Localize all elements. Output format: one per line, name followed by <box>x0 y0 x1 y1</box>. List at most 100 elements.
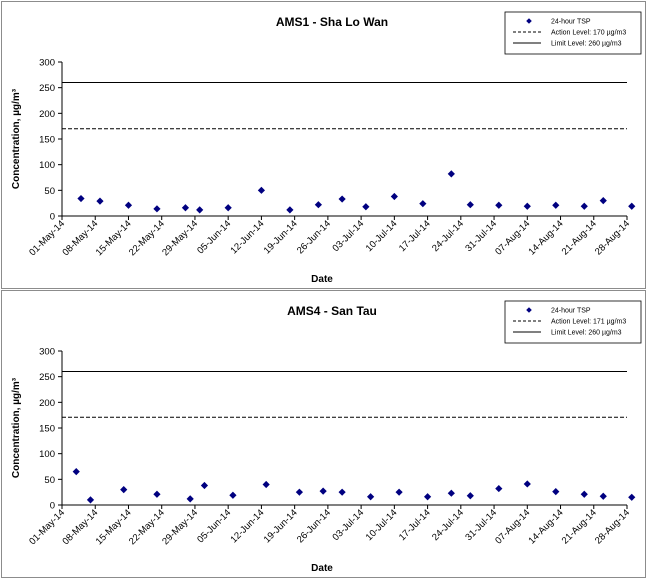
x-tick-label: 21-Aug-14 <box>560 218 599 257</box>
data-point <box>628 202 636 210</box>
x-tick-label: 10-Jul-14 <box>364 507 400 543</box>
x-tick-label: 07-Aug-14 <box>493 507 532 546</box>
data-point <box>390 192 398 201</box>
data-point <box>599 492 607 500</box>
y-tick-label: 150 <box>39 135 55 146</box>
y-tick-label: 0 <box>50 501 55 512</box>
data-point <box>295 488 303 496</box>
data-point <box>120 486 128 494</box>
y-tick-label: 50 <box>44 475 55 486</box>
data-point <box>552 201 560 209</box>
x-tick-label: 24-Jul-14 <box>430 218 466 254</box>
data-point <box>552 488 560 496</box>
y-tick-label: 100 <box>39 449 55 460</box>
x-tick-label: 28-Aug-14 <box>593 218 632 257</box>
y-tick-label: 300 <box>39 347 55 358</box>
x-axis-label: Date <box>311 563 333 574</box>
legend-label-tsp: 24-hour TSP <box>551 19 591 26</box>
data-point <box>200 481 209 490</box>
data-point <box>257 186 266 194</box>
data-point <box>181 204 190 212</box>
chart-title: AMS4 - San Tau <box>287 304 377 318</box>
y-tick-label: 0 <box>50 212 55 223</box>
x-tick-label: 29-May-14 <box>160 507 200 547</box>
x-tick-label: 29-May-14 <box>160 218 200 258</box>
data-point <box>628 493 636 501</box>
x-tick-label: 12-Jun-14 <box>229 507 267 545</box>
legend-label-limit: Limit Level: 260 µg/m3 <box>551 41 622 48</box>
data-point <box>523 480 531 488</box>
chart-ams1: AMS1 - Sha Lo Wan05010015020025030001-Ma… <box>11 11 642 285</box>
chart-panel-ams4: AMS4 - San Tau 0 50 100 150 200 250 300 01-May-1… <box>1 290 646 578</box>
data-point <box>447 489 455 497</box>
chart-panel-ams1: AMS1 - Sha Lo Wan 0 50 100 150 200 250 300 01-Ma… <box>1 1 646 289</box>
data-point <box>423 493 432 501</box>
chart-ams4: AMS4 - San Tau05010015020025030001-May-1… <box>11 300 642 574</box>
data-point <box>367 493 375 501</box>
x-tick-label: 03-Jul-14 <box>330 218 366 254</box>
data-point <box>314 201 322 209</box>
x-tick-label: 03-Jul-14 <box>330 507 366 543</box>
data-point <box>229 491 237 499</box>
x-tick-label: 14-Aug-14 <box>526 218 565 257</box>
data-point <box>153 490 161 498</box>
data-point <box>447 170 455 178</box>
chart-title: AMS1 - Sha Lo Wan <box>276 15 388 29</box>
data-point <box>495 484 503 493</box>
y-tick-label: 100 <box>39 160 55 171</box>
data-point <box>599 197 607 205</box>
data-point <box>96 197 104 205</box>
data-point <box>262 480 270 489</box>
y-tick-label: 300 <box>39 58 55 69</box>
data-point <box>186 495 194 503</box>
data-point <box>72 468 80 476</box>
data-point <box>286 206 294 214</box>
y-axis-label: Concentration, µg/m³ <box>11 88 22 189</box>
legend-marker-tsp <box>526 307 532 313</box>
data-point <box>224 204 232 212</box>
data-point <box>338 195 346 203</box>
x-tick-label: 14-Aug-14 <box>526 507 565 546</box>
data-point <box>77 194 85 203</box>
legend-marker-tsp <box>526 18 532 24</box>
legend-label-action: Action Level: 170 µg/m3 <box>551 30 626 37</box>
x-tick-label: 17-Jul-14 <box>397 218 433 254</box>
legend-label-tsp: 24-hour TSP <box>551 308 591 315</box>
y-tick-label: 150 <box>39 424 55 435</box>
x-tick-label: 21-Aug-14 <box>560 507 599 546</box>
x-tick-label: 10-Jul-14 <box>364 218 400 254</box>
legend-label-limit: Limit Level: 260 µg/m3 <box>551 330 622 337</box>
x-tick-label: 07-Aug-14 <box>493 218 532 257</box>
y-tick-label: 200 <box>39 398 55 409</box>
x-tick-label: 05-Jun-14 <box>195 218 233 256</box>
x-tick-label: 28-Aug-14 <box>593 507 632 546</box>
y-tick-label: 250 <box>39 83 55 94</box>
x-tick-label: 19-Jun-14 <box>262 507 300 545</box>
x-tick-label: 24-Jul-14 <box>430 507 466 543</box>
data-point <box>495 201 503 209</box>
data-point <box>196 206 204 214</box>
data-point <box>124 201 133 209</box>
y-axis-label: Concentration, µg/m³ <box>11 377 22 478</box>
data-point <box>86 496 95 504</box>
data-point <box>466 201 474 209</box>
y-tick-label: 250 <box>39 372 55 383</box>
data-point <box>580 490 588 498</box>
x-tick-label: 26-Jun-14 <box>295 507 333 545</box>
data-point <box>523 202 531 210</box>
data-point <box>338 488 346 496</box>
y-tick-label: 200 <box>39 109 55 120</box>
legend-box <box>504 11 642 55</box>
data-point <box>466 492 474 500</box>
x-tick-label: 12-Jun-14 <box>229 218 267 256</box>
data-point <box>319 487 327 495</box>
legend-label-action: Action Level: 171 µg/m3 <box>551 319 626 326</box>
x-tick-label: 19-Jun-14 <box>262 218 300 256</box>
data-point <box>153 205 161 213</box>
data-point <box>395 488 403 496</box>
data-point <box>580 202 588 210</box>
x-tick-label: 26-Jun-14 <box>295 218 333 256</box>
data-point <box>419 200 427 208</box>
data-point <box>362 203 370 211</box>
x-tick-label: 17-Jul-14 <box>397 507 433 543</box>
